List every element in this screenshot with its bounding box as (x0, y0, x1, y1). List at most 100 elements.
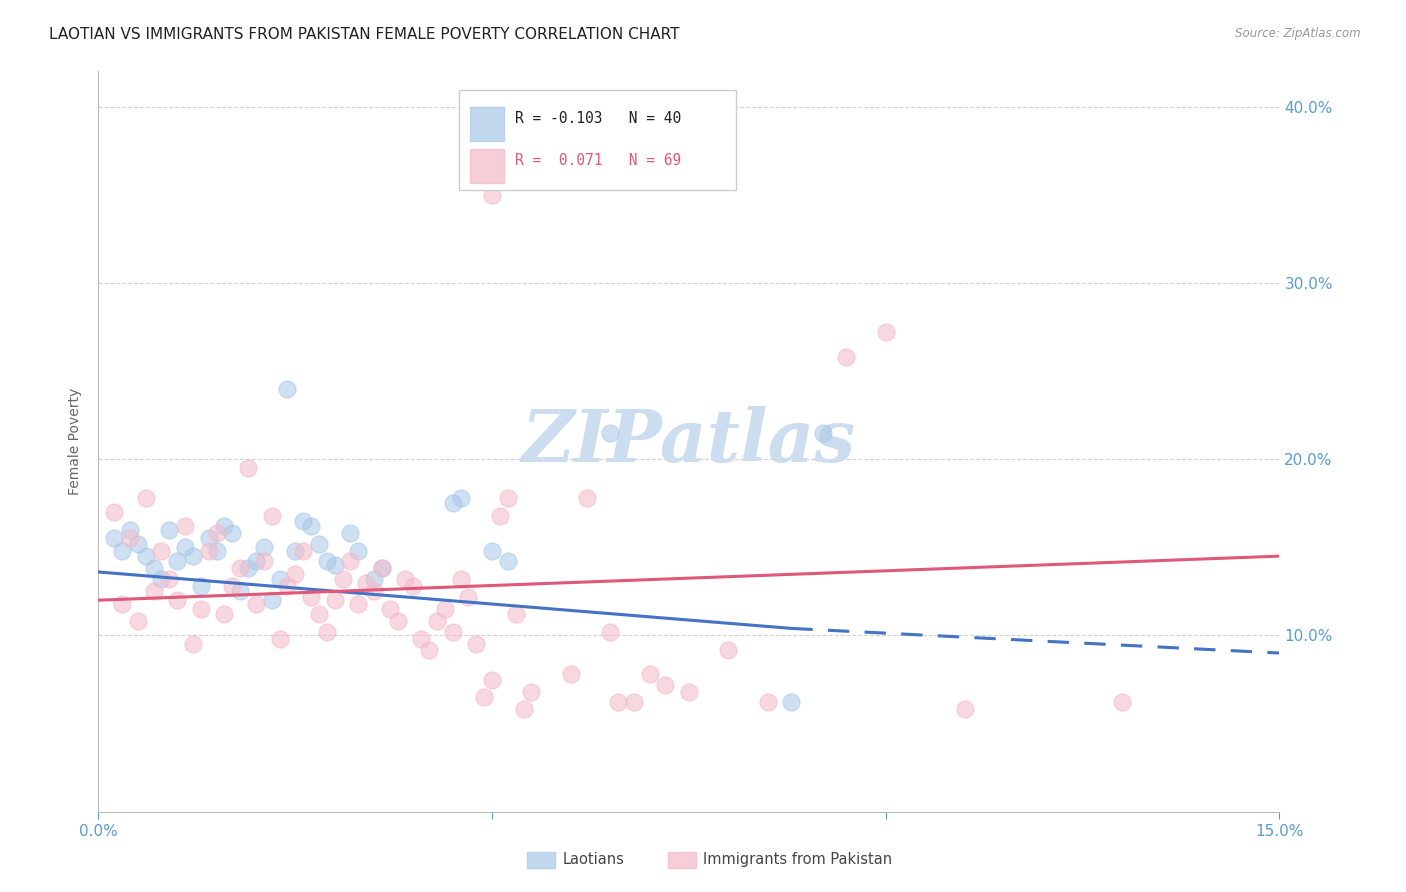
Point (496, 491, 519, 505)
Point (835, 350, 858, 364)
Point (190, 602, 212, 616)
Point (103, 505, 125, 519)
FancyBboxPatch shape (458, 90, 737, 190)
Point (299, 590, 322, 604)
Point (118, 532, 141, 546)
Point (481, 187, 503, 202)
Point (236, 461, 259, 475)
Point (339, 526, 361, 541)
Point (599, 624, 621, 639)
Point (142, 584, 165, 599)
Point (505, 607, 527, 622)
Point (174, 541, 197, 555)
Point (253, 541, 276, 555)
Point (197, 544, 219, 558)
Point (347, 597, 370, 611)
Point (127, 615, 149, 629)
Point (323, 558, 346, 572)
Point (394, 572, 416, 586)
Point (450, 572, 472, 586)
Point (332, 572, 354, 586)
Point (481, 673, 503, 687)
Point (284, 566, 307, 581)
Point (157, 523, 180, 537)
Point (717, 642, 740, 657)
Point (678, 685, 700, 699)
Point (780, 695, 803, 709)
Bar (471, 106, 503, 141)
Point (512, 702, 534, 716)
Point (245, 554, 267, 568)
Point (315, 624, 337, 639)
Point (157, 572, 180, 586)
Point (181, 637, 204, 651)
Bar (471, 149, 503, 183)
Point (214, 519, 236, 533)
Point (575, 491, 598, 505)
Point (308, 537, 330, 551)
Text: Source: ZipAtlas.com: Source: ZipAtlas.com (1236, 27, 1361, 40)
Point (441, 496, 464, 510)
Point (276, 579, 298, 593)
Point (489, 508, 512, 523)
Point (371, 561, 394, 575)
Y-axis label: Female Poverty: Female Poverty (69, 388, 83, 495)
Point (363, 584, 385, 599)
Point (457, 590, 479, 604)
Point (323, 593, 346, 607)
Point (433, 602, 456, 616)
Point (205, 544, 228, 558)
Text: Laotians: Laotians (562, 853, 624, 867)
Point (205, 526, 228, 541)
Point (181, 549, 204, 563)
Point (142, 561, 165, 575)
Point (135, 549, 157, 563)
Text: R =  0.071   N = 69: R = 0.071 N = 69 (516, 153, 682, 168)
Point (371, 561, 394, 575)
Point (103, 532, 125, 546)
Point (465, 637, 488, 651)
Point (111, 597, 134, 611)
Point (269, 632, 291, 646)
Point (260, 508, 283, 523)
Point (363, 572, 385, 586)
Point (875, 325, 897, 339)
Point (253, 554, 276, 568)
Point (418, 642, 440, 657)
Point (245, 597, 267, 611)
Point (150, 544, 173, 558)
Point (811, 425, 834, 440)
Point (953, 702, 976, 716)
Text: Immigrants from Pakistan: Immigrants from Pakistan (703, 853, 893, 867)
Point (638, 667, 661, 681)
Point (426, 615, 449, 629)
Point (450, 491, 472, 505)
Point (127, 537, 149, 551)
Point (441, 624, 464, 639)
Point (387, 615, 409, 629)
Point (221, 526, 243, 541)
Point (229, 561, 252, 575)
Point (150, 572, 173, 586)
Point (1111, 695, 1133, 709)
Point (292, 514, 315, 528)
Point (315, 554, 337, 568)
Text: R = -0.103   N = 40: R = -0.103 N = 40 (516, 111, 682, 126)
Point (118, 523, 141, 537)
Text: LAOTIAN VS IMMIGRANTS FROM PAKISTAN FEMALE POVERTY CORRELATION CHART: LAOTIAN VS IMMIGRANTS FROM PAKISTAN FEMA… (49, 27, 679, 42)
Point (654, 678, 676, 692)
Point (111, 544, 134, 558)
Point (308, 607, 330, 622)
Point (236, 561, 259, 575)
Point (276, 382, 298, 396)
Point (292, 544, 315, 558)
Point (166, 554, 188, 568)
Point (229, 584, 252, 599)
Point (221, 579, 243, 593)
Point (166, 593, 188, 607)
Point (496, 554, 519, 568)
Point (623, 695, 645, 709)
Point (472, 690, 495, 705)
Point (756, 695, 779, 709)
Point (560, 667, 582, 681)
